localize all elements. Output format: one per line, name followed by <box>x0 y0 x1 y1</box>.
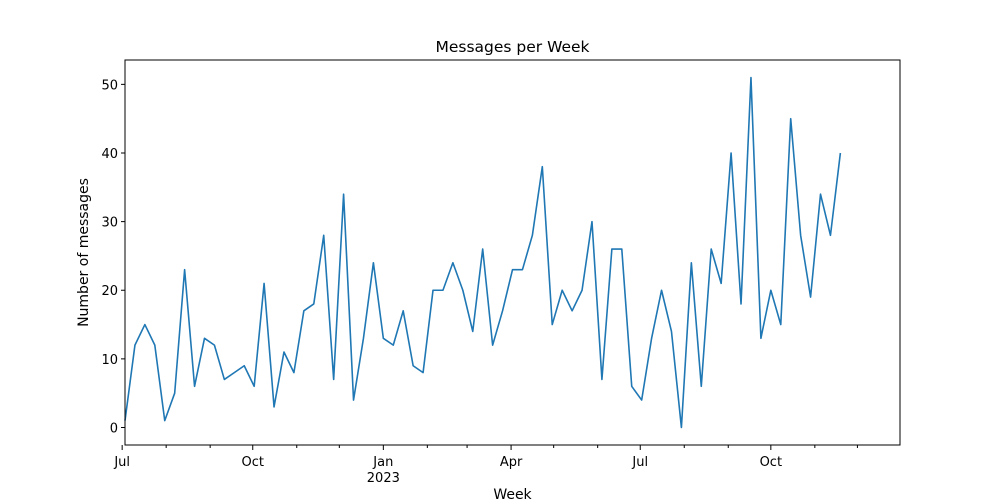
y-tick-label: 40 <box>101 147 118 162</box>
series-line <box>124 76 842 429</box>
x-tick-label: Oct <box>242 455 264 470</box>
y-tick-label: 10 <box>101 353 118 368</box>
y-axis-label: Number of messages <box>76 178 92 327</box>
x-axis-label: Week <box>493 487 532 500</box>
y-tick-label: 0 <box>110 422 118 437</box>
y-tick-label: 20 <box>101 284 118 299</box>
x-tick-label: Apr <box>500 455 523 470</box>
chart-title: Messages per Week <box>435 38 589 56</box>
plot-frame <box>124 59 901 446</box>
y-tick-label: 50 <box>101 78 118 93</box>
y-axis: 0 10 20 30 40 50 <box>101 78 125 437</box>
plot-lines <box>124 76 842 429</box>
x-tick-label: Jan <box>372 455 393 470</box>
x-tick-year-label: 2023 <box>367 471 400 486</box>
x-tick-label: Jul <box>631 455 648 470</box>
x-tick-label: Jul <box>113 455 130 470</box>
y-tick-label: 30 <box>101 216 118 231</box>
x-tick-label: Oct <box>760 455 782 470</box>
